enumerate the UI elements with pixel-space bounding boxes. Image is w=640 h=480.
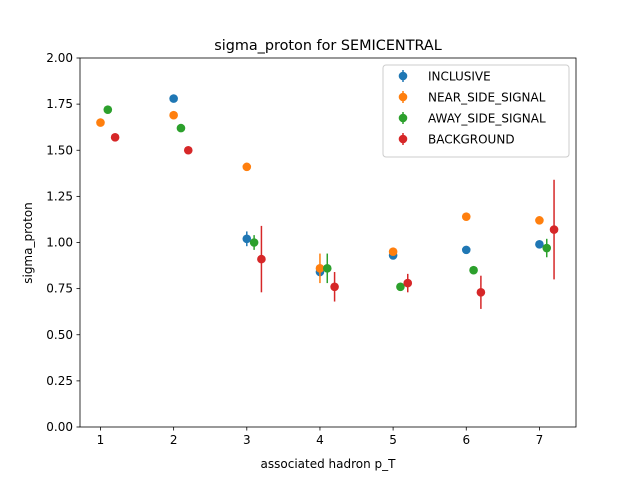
data-point bbox=[242, 162, 252, 172]
x-tick-label: 7 bbox=[536, 433, 544, 447]
y-tick-label: 1.00 bbox=[46, 236, 73, 250]
data-point bbox=[96, 118, 105, 127]
data-point bbox=[461, 212, 471, 221]
series-near-side-signal bbox=[96, 110, 544, 284]
data-point bbox=[549, 225, 559, 234]
data-point bbox=[396, 282, 405, 292]
x-tick-label: 2 bbox=[170, 433, 178, 447]
data-point bbox=[461, 245, 471, 255]
y-axis-label: sigma_proton bbox=[21, 202, 35, 284]
legend-marker bbox=[398, 71, 408, 81]
legend-item: INCLUSIVE bbox=[398, 70, 491, 84]
legend-label: BACKGROUND bbox=[428, 133, 515, 147]
data-point bbox=[249, 238, 259, 247]
y-tick-label: 1.25 bbox=[46, 189, 73, 203]
legend-label: NEAR_SIDE_SIGNAL bbox=[428, 91, 546, 105]
x-tick-label: 1 bbox=[97, 433, 105, 447]
data-point bbox=[242, 234, 252, 244]
data-point bbox=[542, 243, 552, 253]
legend-item: NEAR_SIDE_SIGNAL bbox=[398, 91, 546, 105]
y-tick-label: 0.25 bbox=[46, 374, 73, 388]
data-point bbox=[257, 254, 266, 264]
legend-label: INCLUSIVE bbox=[428, 70, 491, 84]
data-point bbox=[183, 145, 193, 155]
y-tick-label: 2.00 bbox=[46, 51, 73, 65]
y-tick-label: 1.75 bbox=[46, 97, 73, 111]
y-tick-label: 0.50 bbox=[46, 328, 73, 342]
x-tick-label: 5 bbox=[389, 433, 397, 447]
data-point bbox=[330, 282, 339, 292]
legend-item: BACKGROUND bbox=[398, 133, 515, 147]
x-tick-label: 4 bbox=[316, 433, 324, 447]
data-point bbox=[103, 105, 113, 114]
x-axis-label: associated hadron p_T bbox=[261, 457, 397, 471]
data-point bbox=[169, 94, 178, 103]
data-point bbox=[403, 278, 413, 288]
data-point bbox=[469, 265, 478, 275]
y-tick-label: 0.75 bbox=[46, 282, 73, 296]
x-tick-label: 6 bbox=[462, 433, 470, 447]
series-background bbox=[110, 133, 559, 309]
data-point bbox=[388, 247, 398, 257]
chart-title: sigma_proton for SEMICENTRAL bbox=[214, 38, 442, 54]
axes: 1 2 3 4 5 6 7 0.00 0.25 0.50 0.75 1.00 1.25 1.50 1.75 2… bbox=[46, 51, 577, 447]
y-tick-label: 1.50 bbox=[46, 143, 73, 157]
data-point bbox=[110, 133, 120, 142]
data-point bbox=[322, 264, 332, 273]
data-point bbox=[176, 123, 186, 133]
legend-marker bbox=[398, 92, 408, 102]
y-tick-label: 0.00 bbox=[46, 420, 73, 434]
data-point bbox=[315, 264, 325, 273]
plot-area bbox=[96, 94, 559, 309]
legend-box bbox=[382, 64, 570, 158]
data-point bbox=[535, 240, 544, 249]
data-point bbox=[476, 288, 486, 297]
legend-marker bbox=[398, 113, 408, 123]
x-tick-label: 3 bbox=[243, 433, 251, 447]
series-away-side-signal bbox=[103, 105, 552, 292]
data-point bbox=[169, 110, 178, 120]
legend-label: AWAY_SIDE_SIGNAL bbox=[428, 112, 546, 126]
legend-item: AWAY_SIDE_SIGNAL bbox=[398, 112, 546, 126]
data-point bbox=[535, 216, 544, 225]
legend-marker bbox=[398, 134, 408, 144]
legend: INCLUSIVE NEAR_SIDE_SIGNAL AWAY_SIDE_SIGNA… bbox=[382, 64, 570, 158]
